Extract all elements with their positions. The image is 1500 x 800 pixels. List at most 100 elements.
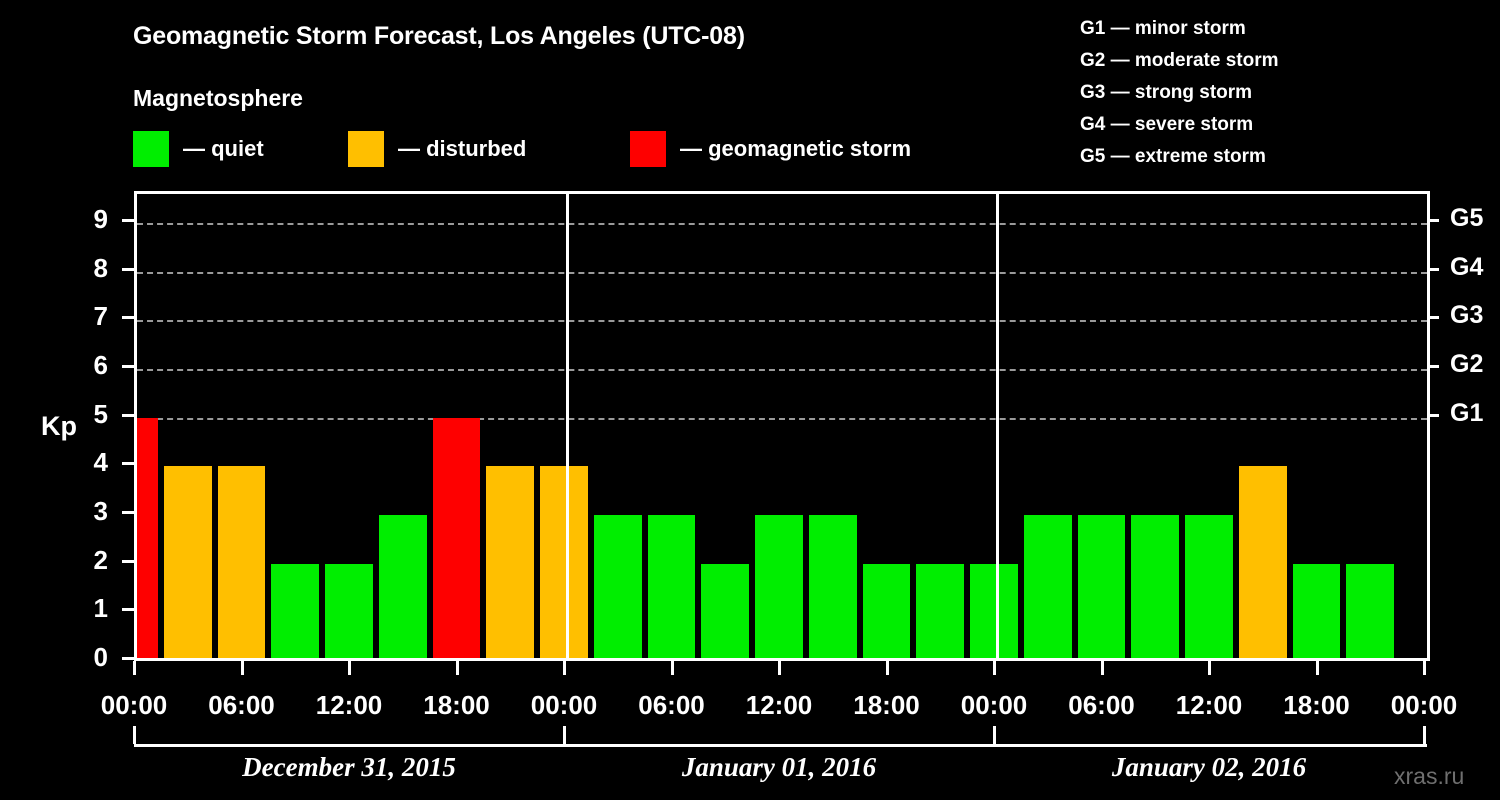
g-scale-legend: G1 — minor storm G2 — moderate storm G3 — … xyxy=(1080,13,1279,173)
bar-kp-18 xyxy=(1077,515,1126,661)
y-tick-mark-6 xyxy=(122,365,134,369)
legend-swatch-icon xyxy=(630,131,666,167)
date-label-2: January 02, 2016 xyxy=(1111,752,1307,782)
watermark: xras.ru xyxy=(1394,763,1465,789)
gridline-kp-7 xyxy=(137,320,1427,323)
x-tick-label-11: 18:00 xyxy=(1283,690,1350,720)
bar-kp-19 xyxy=(1131,515,1180,661)
bar-kp-17 xyxy=(1023,515,1072,661)
bar-kp-9 xyxy=(593,515,642,661)
g-tick-label-G5: G5 xyxy=(1450,204,1484,233)
bar-kp-4 xyxy=(325,563,373,661)
y-tick-mark-8 xyxy=(122,267,134,271)
g-scale-legend-line-1: G1 — minor storm xyxy=(1080,18,1246,39)
bar-kp-8 xyxy=(540,466,588,661)
g-tick-mark-G2 xyxy=(1427,365,1439,369)
y-tick-label-4: 4 xyxy=(93,447,108,478)
x-tick-mark-0 xyxy=(133,661,136,675)
date-rule-tick-3 xyxy=(1423,726,1426,744)
y-tick-label-9: 9 xyxy=(93,204,108,235)
date-rule-tick-0 xyxy=(133,726,136,744)
g-tick-label-G2: G2 xyxy=(1450,350,1484,379)
x-tick-label-10: 12:00 xyxy=(1175,690,1243,720)
bar-kp-15 xyxy=(916,563,965,661)
y-tick-mark-4 xyxy=(122,462,134,466)
plot-inner xyxy=(137,194,1427,661)
legend-swatch-icon xyxy=(348,131,384,167)
g-scale-legend-line-4: G4 — severe storm xyxy=(1080,114,1254,135)
gridline-kp-5 xyxy=(137,417,1427,420)
x-tick-label-7: 18:00 xyxy=(853,690,920,720)
x-tick-label-0: 00:00 xyxy=(100,690,168,720)
g-tick-mark-G5 xyxy=(1427,219,1439,223)
legend-item-label: — disturbed xyxy=(398,136,527,161)
bar-kp-6 xyxy=(432,417,481,661)
x-tick-mark-12 xyxy=(1423,661,1426,675)
y-tick-label-7: 7 xyxy=(93,301,108,332)
x-tick-label-3: 18:00 xyxy=(423,690,490,720)
x-tick-mark-11 xyxy=(1315,661,1319,675)
g-tick-label-G4: G4 xyxy=(1450,252,1484,281)
x-tick-mark-6 xyxy=(778,661,781,675)
legend-item-0: — quiet xyxy=(133,131,264,167)
date-rule-tick-1 xyxy=(563,726,566,744)
x-tick-mark-7 xyxy=(885,661,889,675)
bar-kp-11 xyxy=(701,563,750,661)
bar-kp-12 xyxy=(755,515,803,661)
bar-kp-5 xyxy=(378,515,427,661)
x-tick-mark-3 xyxy=(455,661,459,675)
g-tick-mark-G1 xyxy=(1427,413,1439,417)
y-tick-mark-2 xyxy=(122,559,134,563)
day-separator-1 xyxy=(566,194,569,661)
date-label-0: December 31, 2015 xyxy=(242,752,456,782)
y-tick-mark-0 xyxy=(122,657,134,660)
day-separator-2 xyxy=(996,194,999,661)
g-tick-label-G1: G1 xyxy=(1450,398,1484,427)
y-tick-label-3: 3 xyxy=(93,496,108,527)
legend-swatch-icon xyxy=(133,131,169,167)
x-tick-label-1: 06:00 xyxy=(208,690,275,720)
x-tick-mark-8 xyxy=(993,661,996,675)
page-title: Geomagnetic Storm Forecast, Los Angeles … xyxy=(133,22,745,50)
bar-kp-20 xyxy=(1185,515,1233,661)
gridline-kp-6 xyxy=(137,369,1427,372)
bar-kp-1 xyxy=(163,466,212,661)
bar-kp-14 xyxy=(862,563,911,661)
gridline-kp-8 xyxy=(137,271,1427,274)
x-tick-mark-2 xyxy=(348,661,351,675)
bar-kp-3 xyxy=(271,563,320,661)
bar-kp-0 xyxy=(137,417,158,661)
legend-item-label: — quiet xyxy=(183,136,264,161)
y-tick-mark-7 xyxy=(122,316,134,320)
y-tick-label-5: 5 xyxy=(93,398,108,429)
x-tick-mark-1 xyxy=(240,661,244,675)
date-axis-rule xyxy=(134,744,1427,747)
bar-kp-23 xyxy=(1346,563,1395,661)
y-axis-label: Kp xyxy=(41,411,77,441)
g-tick-mark-G3 xyxy=(1427,316,1439,320)
g-scale-legend-line-2: G2 — moderate storm xyxy=(1080,50,1279,71)
y-tick-mark-9 xyxy=(122,219,134,223)
g-tick-mark-G4 xyxy=(1427,267,1439,271)
x-tick-label-2: 12:00 xyxy=(315,690,383,720)
x-tick-mark-10 xyxy=(1208,661,1211,675)
legend-item-2: — geomagnetic storm xyxy=(630,131,911,167)
bar-kp-7 xyxy=(486,466,535,661)
bar-kp-22 xyxy=(1292,563,1341,661)
date-rule-tick-2 xyxy=(993,726,996,744)
y-tick-mark-5 xyxy=(122,413,134,417)
x-tick-label-5: 06:00 xyxy=(638,690,705,720)
bar-kp-21 xyxy=(1238,466,1287,661)
y-tick-label-8: 8 xyxy=(93,252,108,283)
x-axis-baseline xyxy=(134,658,1427,661)
x-tick-mark-5 xyxy=(670,661,674,675)
y-tick-label-1: 1 xyxy=(93,593,108,624)
bar-kp-10 xyxy=(647,515,696,661)
legend-item-label: — geomagnetic storm xyxy=(680,136,912,161)
bar-kp-13 xyxy=(808,515,857,661)
y-tick-label-6: 6 xyxy=(93,350,108,381)
gridline-kp-9 xyxy=(137,223,1427,226)
g-tick-label-G3: G3 xyxy=(1450,301,1484,330)
x-tick-mark-4 xyxy=(563,661,566,675)
